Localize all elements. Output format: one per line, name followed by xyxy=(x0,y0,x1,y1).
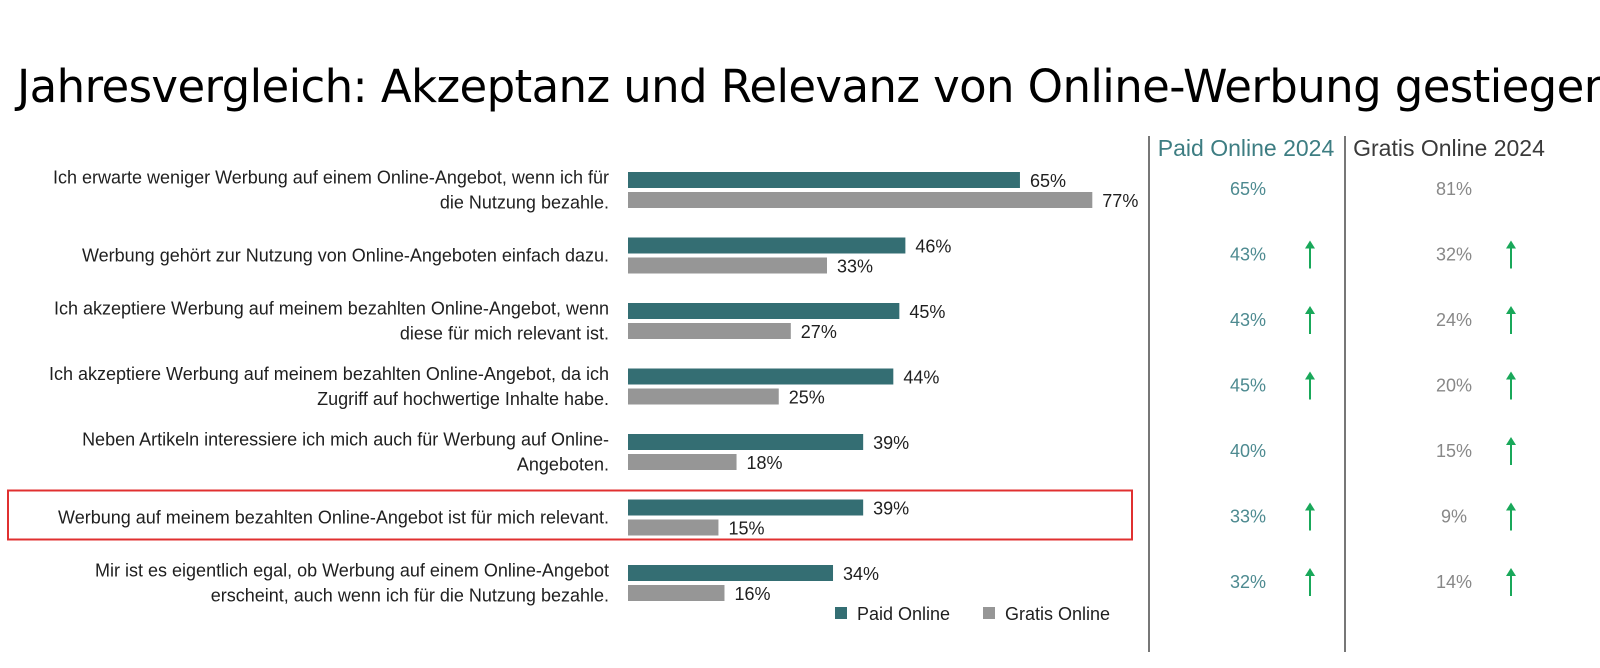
bar-paid-online xyxy=(628,499,864,516)
value-label: 33% xyxy=(837,257,873,277)
bar-gratis-online xyxy=(628,454,737,470)
gratis-2024-value: 20% xyxy=(1436,376,1472,396)
category-label: Ich akzeptiere Werbung auf meinem bezahl… xyxy=(54,299,609,319)
highlight-box xyxy=(7,489,1133,541)
legend: Paid Online Gratis Online xyxy=(835,604,1110,624)
bar-gratis-online xyxy=(628,323,791,339)
bar-gratis-online xyxy=(628,257,827,274)
arrow-up-icon xyxy=(1506,437,1516,465)
arrow-up-icon xyxy=(1506,240,1516,269)
arrow-up-icon xyxy=(1305,371,1315,400)
value-labels: 65% 77% 46% 33% 45% 27% 44% 25% 39% 18% 39% 15% 34% 1… xyxy=(728,171,1138,604)
value-label: 77% xyxy=(1102,191,1138,211)
bars xyxy=(628,172,1093,601)
category-label: Zugriff auf hochwertige Inhalte habe. xyxy=(317,389,609,409)
gratis-2024-value: 32% xyxy=(1436,245,1472,265)
bar-gratis-online xyxy=(628,585,725,601)
paid-2024-value: 45% xyxy=(1230,376,1266,396)
category-label: Angeboten. xyxy=(517,455,609,475)
legend-label: Gratis Online xyxy=(1005,604,1110,624)
bar-paid-online xyxy=(628,368,894,385)
bar-paid-online xyxy=(628,237,906,254)
value-label: 39% xyxy=(873,499,909,519)
gratis-2024-value: 15% xyxy=(1436,441,1472,461)
paid-2024-value: 43% xyxy=(1230,245,1266,265)
bar-paid-online xyxy=(628,434,864,450)
paid-2024-header: Paid Online 2024 xyxy=(1158,135,1335,161)
category-label: Neben Artikeln interessiere ich mich auc… xyxy=(82,430,609,450)
value-label: 39% xyxy=(873,433,909,453)
value-label: 46% xyxy=(915,237,951,257)
arrow-up-icon xyxy=(1506,568,1516,596)
arrow-up-icon xyxy=(1506,371,1516,400)
value-label: 25% xyxy=(789,388,825,408)
category-label: Mir ist es eigentlich egal, ob Werbung a… xyxy=(95,561,609,581)
value-label: 15% xyxy=(728,519,764,539)
gratis-2024-value: 14% xyxy=(1436,572,1472,592)
category-label: Werbung gehört zur Nutzung von Online-An… xyxy=(82,246,609,266)
arrow-up-icon xyxy=(1506,306,1516,334)
value-label: 65% xyxy=(1030,171,1066,191)
value-label: 45% xyxy=(909,302,945,322)
arrow-up-icon xyxy=(1305,502,1315,531)
bar-gratis-online xyxy=(628,388,779,405)
gratis-2024-value: 9% xyxy=(1441,507,1467,527)
bar-paid-online xyxy=(628,303,900,319)
bar-gratis-online xyxy=(628,192,1093,208)
category-label: Ich akzeptiere Werbung auf meinem bezahl… xyxy=(49,364,609,384)
bar-paid-online xyxy=(628,565,834,581)
comparison-columns: 65% 81% 43% 32% 43% 24% 45% 20% 40% 15% 33% 9% 32% 14… xyxy=(1158,135,1545,596)
category-label: Ich erwarte weniger Werbung auf einem On… xyxy=(53,168,609,188)
value-label: 34% xyxy=(843,564,879,584)
paid-2024-value: 33% xyxy=(1230,507,1266,527)
gratis-2024-value: 24% xyxy=(1436,310,1472,330)
legend-swatch xyxy=(983,607,995,619)
arrow-up-icon xyxy=(1506,502,1516,531)
category-labels: Ich erwarte weniger Werbung auf einem On… xyxy=(49,168,609,606)
category-label: erscheint, auch wenn ich für die Nutzung… xyxy=(211,586,609,606)
paid-2024-value: 43% xyxy=(1230,310,1266,330)
chart-title: Jahresvergleich: Akzeptanz und Relevanz … xyxy=(17,60,1600,113)
legend-swatch xyxy=(835,607,847,619)
bar-paid-online xyxy=(628,172,1020,188)
value-label: 16% xyxy=(734,584,770,604)
category-label: Werbung auf meinem bezahlten Online-Ange… xyxy=(58,508,609,528)
arrow-up-icon xyxy=(1305,568,1315,596)
value-label: 27% xyxy=(801,322,837,342)
arrow-up-icon xyxy=(1305,306,1315,334)
paid-2024-value: 40% xyxy=(1230,441,1266,461)
paid-2024-value: 65% xyxy=(1230,179,1266,199)
value-label: 44% xyxy=(903,368,939,388)
gratis-2024-header: Gratis Online 2024 xyxy=(1353,135,1545,161)
gratis-2024-value: 81% xyxy=(1436,179,1472,199)
value-label: 18% xyxy=(747,453,783,473)
category-label: diese für mich relevant ist. xyxy=(400,324,609,344)
column-dividers xyxy=(1148,136,1346,652)
bar-gratis-online xyxy=(628,519,719,536)
paid-2024-value: 32% xyxy=(1230,572,1266,592)
legend-label: Paid Online xyxy=(857,604,950,624)
category-label: die Nutzung bezahle. xyxy=(440,193,609,213)
arrow-up-icon xyxy=(1305,240,1315,269)
